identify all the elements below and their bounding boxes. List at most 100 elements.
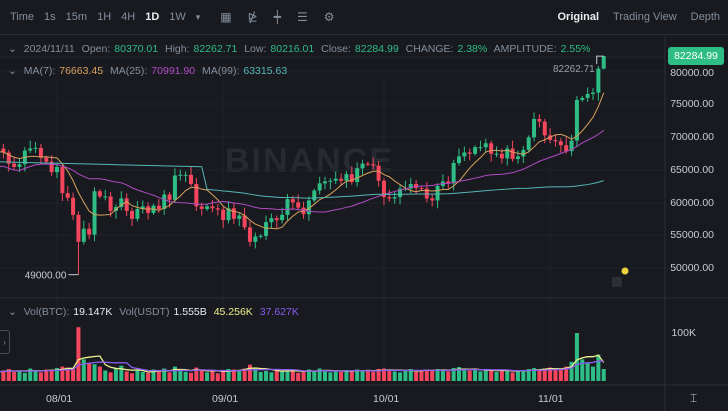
candle-body [430,198,435,201]
change-label: CHANGE: [405,43,454,55]
candle-body [194,184,199,207]
volume-bar [183,371,188,381]
candle-body [33,147,38,149]
candle-body [290,199,295,203]
candle-body [55,166,59,173]
volume-bar [355,369,360,381]
candle-body [65,193,70,198]
candle-body [585,93,590,98]
collapse-icon[interactable]: ⌄ [8,65,17,77]
volume-bar [237,369,242,381]
ma99-line [0,161,604,199]
candle-body [124,198,129,211]
candle-body [189,174,193,185]
interval-1w[interactable]: 1W [169,11,186,23]
volume-bar [574,333,579,381]
candle-body [548,135,553,140]
candle-body [167,194,172,200]
interval-1s[interactable]: 1s [44,11,56,23]
candle-body [274,218,279,221]
volume-bar [424,369,429,381]
ma7-label: MA(7): [23,65,56,77]
volume-bar [339,371,344,381]
candle-body [87,228,92,235]
volume-bar [499,369,504,381]
candle-body [542,121,547,136]
interval-1h[interactable]: 1H [97,11,112,23]
more-intervals-dropdown[interactable]: ▾ [195,11,201,22]
volume-bar [290,370,295,381]
candle-body [451,162,456,184]
candle-body [473,147,478,154]
candle-body [221,209,226,221]
collapse-icon[interactable]: ⌄ [8,43,17,55]
volume-bar [6,369,11,381]
vol-usdt-label: Vol(USDT) [119,306,170,318]
volume-bar [49,370,54,381]
volume-bar [71,369,76,381]
candle-body [392,197,397,199]
volume-bar [231,369,236,381]
interval-15m[interactable]: 15m [65,11,88,23]
volume-bar [247,364,252,381]
auto-scale-icon[interactable]: ⌶ [690,391,698,405]
current-price-tag: 82284.99 [668,47,724,65]
candle-body [44,157,49,162]
candle-body [349,174,354,183]
expand-sidebar-button[interactable]: › [0,330,10,354]
date-label: 11/01 [538,393,564,405]
candle-body [242,215,247,228]
vol-usdt-value: 1.555B [173,306,207,318]
layout-icon[interactable]: ☰ [296,10,308,24]
price-axis-label: 80000.00 [670,67,714,79]
price-axis-label: 60000.00 [670,197,714,209]
candle-type-icon[interactable]: ┿ [273,10,281,24]
candle-body [505,148,510,159]
interval-time[interactable]: Time [10,11,35,23]
volume-bar [119,365,124,381]
volume-ma10-line [0,360,604,373]
open-value: 80370.01 [114,43,159,55]
candle-body [532,118,537,138]
volume-bar [542,368,547,381]
indicator-icon[interactable]: ⋭ [247,10,258,24]
volume-bar [258,371,263,381]
candle-body [81,228,86,242]
candle-body [381,180,386,198]
candle-body [317,183,322,191]
high-price-label: 82262.71 [553,64,595,75]
volume-bar [22,372,27,381]
collapse-icon[interactable]: ⌄ [8,306,17,318]
candle-body [71,197,76,215]
candle-body [17,164,22,167]
candle-body [108,196,113,211]
volume-axis-label: 100K [671,327,696,339]
volume-bar [344,369,349,381]
volume-bar [398,372,403,381]
price-axis-label: 65000.00 [670,164,714,176]
low-label: Low: [244,43,267,55]
candle-body [521,149,526,157]
volume-bar [274,369,279,381]
interval-1d[interactable]: 1D [145,11,160,23]
volume-bar [323,371,327,381]
high-value: 82262.71 [193,43,238,55]
calendar-icon[interactable]: ▦ [220,10,232,24]
tab-original[interactable]: Original [557,11,600,23]
ma25-line [0,129,605,213]
interval-4h[interactable]: 4H [121,11,136,23]
candle-body [258,235,263,237]
volume-bar [194,367,199,381]
tab-trading-view[interactable]: Trading View [613,11,677,23]
settings-icon[interactable]: ⚙ [323,10,335,24]
volume-bar [376,369,381,381]
candle-body [371,164,376,166]
candle-body [130,210,135,219]
volume-bar [65,367,70,381]
volume-bar [242,368,247,381]
price-axis-label: 50000.00 [670,262,714,274]
candle-body [408,184,413,189]
volume-bar [60,366,65,381]
tab-depth[interactable]: Depth [690,11,720,23]
